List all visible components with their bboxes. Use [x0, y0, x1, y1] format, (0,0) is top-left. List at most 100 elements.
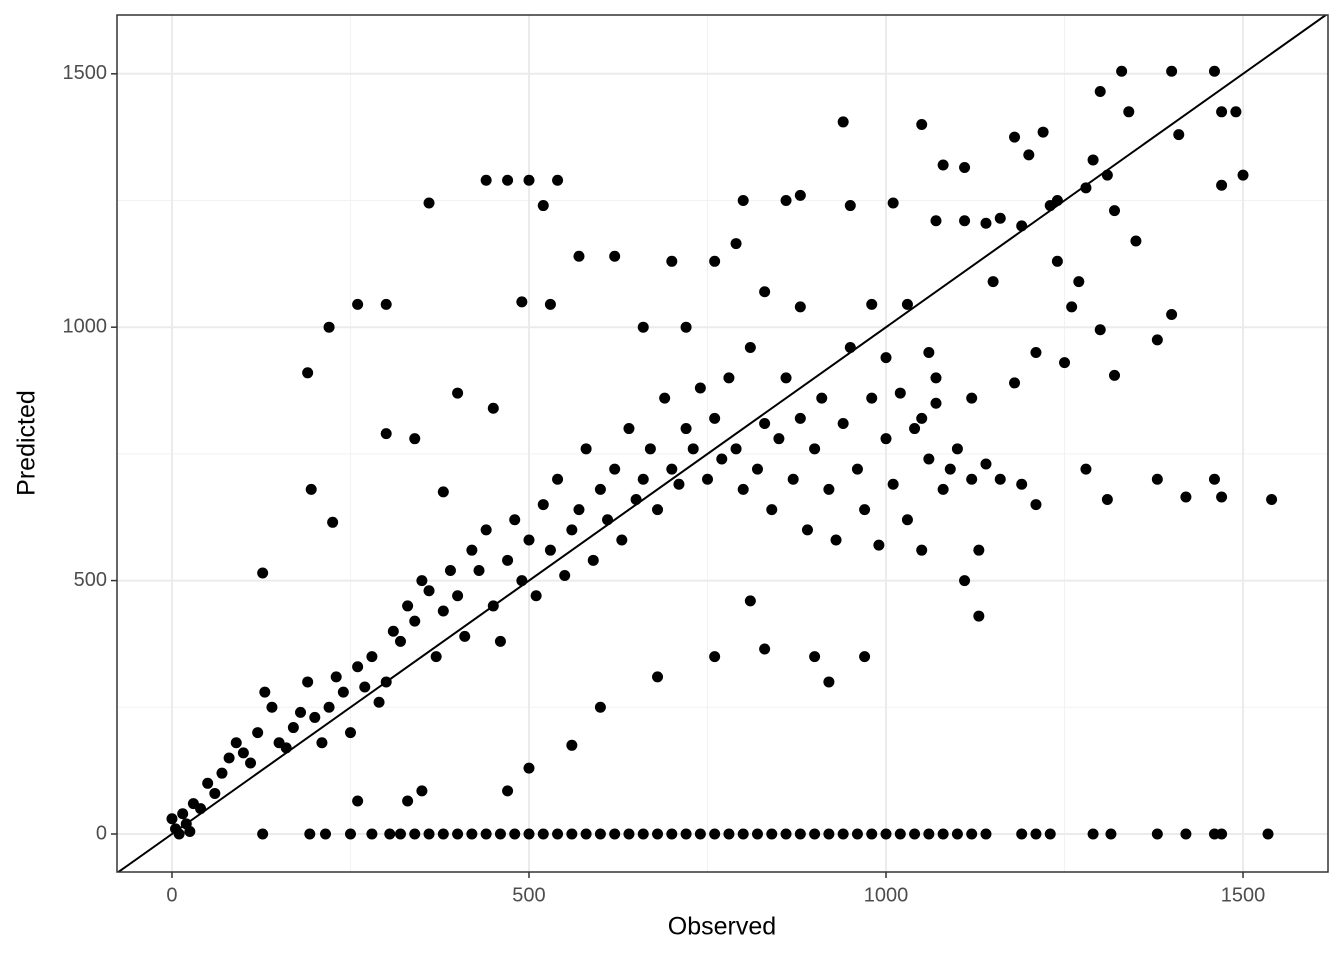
point	[994, 212, 1006, 224]
point	[916, 412, 928, 424]
point	[966, 473, 978, 485]
point	[177, 808, 189, 820]
point	[916, 544, 928, 556]
point	[394, 635, 406, 647]
point	[730, 238, 742, 250]
point	[652, 504, 664, 516]
point	[901, 298, 913, 310]
point	[680, 828, 692, 840]
x-tick-label: 1500	[1221, 884, 1266, 906]
point	[416, 575, 428, 587]
point	[652, 671, 664, 683]
point	[737, 194, 749, 206]
point	[402, 795, 414, 807]
point	[452, 387, 464, 399]
point	[1180, 828, 1192, 840]
point	[780, 372, 792, 384]
point	[502, 785, 514, 797]
point	[530, 590, 542, 602]
point	[552, 174, 564, 186]
point	[1080, 463, 1092, 475]
point	[1166, 309, 1178, 321]
point	[473, 564, 485, 576]
point	[1130, 235, 1142, 247]
point	[437, 828, 449, 840]
point	[566, 524, 578, 536]
point	[594, 483, 606, 495]
y-axis-title: Predicted	[13, 390, 41, 496]
point	[1080, 182, 1092, 194]
point	[216, 767, 228, 779]
point	[709, 828, 721, 840]
point	[709, 651, 721, 663]
point	[323, 321, 335, 333]
point	[801, 524, 813, 536]
point	[923, 347, 935, 359]
point	[466, 544, 478, 556]
point	[680, 423, 692, 435]
point	[452, 590, 464, 602]
point	[666, 255, 678, 267]
point	[887, 197, 899, 209]
point	[637, 828, 649, 840]
point	[823, 676, 835, 688]
point	[1266, 494, 1278, 506]
point	[537, 499, 549, 511]
point	[573, 504, 585, 516]
point	[851, 463, 863, 475]
point	[637, 321, 649, 333]
point	[766, 828, 778, 840]
point	[759, 417, 771, 429]
point	[866, 392, 878, 404]
point	[909, 828, 921, 840]
point	[1262, 828, 1274, 840]
point	[230, 737, 242, 749]
point	[823, 828, 835, 840]
point	[930, 372, 942, 384]
point	[673, 478, 685, 490]
point	[944, 463, 956, 475]
point	[637, 473, 649, 485]
point	[552, 828, 564, 840]
point	[1105, 828, 1117, 840]
point	[409, 828, 421, 840]
point	[916, 118, 928, 130]
point	[973, 544, 985, 556]
point	[851, 828, 863, 840]
point	[744, 595, 756, 607]
point	[1016, 478, 1028, 490]
point	[816, 392, 828, 404]
point	[337, 686, 349, 698]
point	[319, 828, 331, 840]
point	[1044, 828, 1056, 840]
point	[737, 828, 749, 840]
point	[352, 795, 364, 807]
point	[523, 174, 535, 186]
point	[666, 828, 678, 840]
point	[1216, 491, 1228, 503]
point	[202, 777, 214, 789]
point	[423, 828, 435, 840]
point	[252, 727, 264, 739]
point	[409, 433, 421, 445]
point	[544, 544, 556, 556]
point	[452, 828, 464, 840]
point	[866, 828, 878, 840]
point	[1030, 828, 1042, 840]
point	[444, 564, 456, 576]
point	[480, 524, 492, 536]
point	[751, 828, 763, 840]
x-tick-label: 500	[512, 884, 545, 906]
point	[352, 661, 364, 673]
point	[780, 828, 792, 840]
point	[480, 174, 492, 186]
point	[723, 828, 735, 840]
point	[609, 828, 621, 840]
y-tick-label: 500	[74, 569, 107, 591]
point	[237, 747, 249, 759]
point	[1101, 494, 1113, 506]
point	[909, 423, 921, 435]
point	[1030, 347, 1042, 359]
point	[951, 443, 963, 455]
